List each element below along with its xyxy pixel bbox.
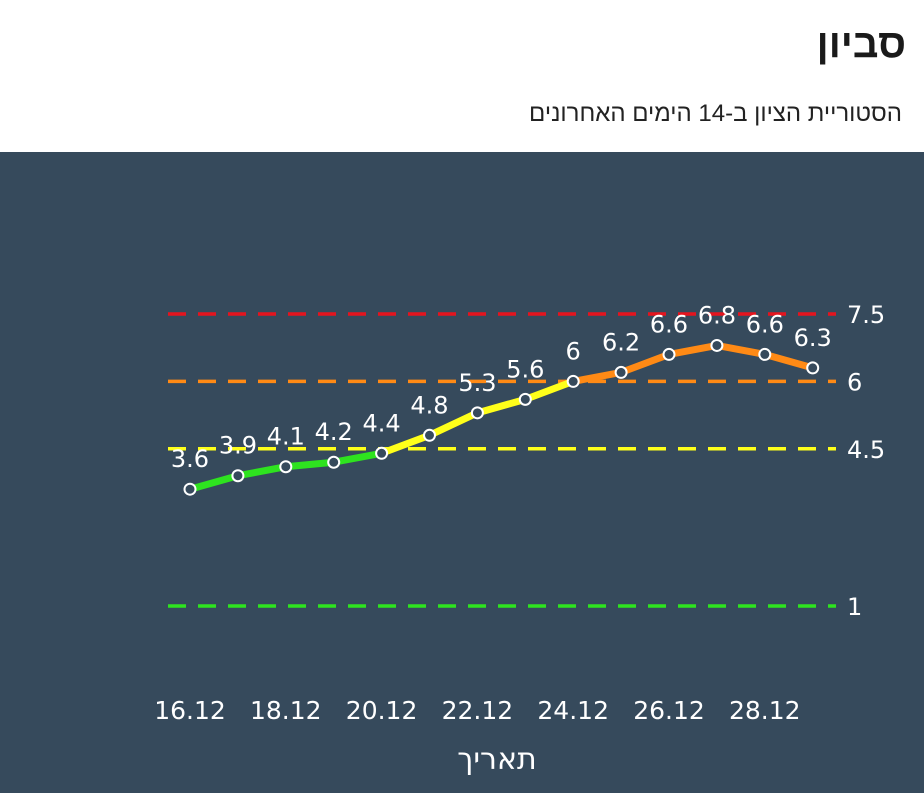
series-segment bbox=[569, 368, 625, 385]
value-label: 4.2 bbox=[315, 418, 353, 446]
chart-background bbox=[0, 152, 924, 793]
page-title: סביון bbox=[816, 22, 906, 66]
data-point bbox=[806, 361, 820, 375]
value-label: 4.8 bbox=[410, 391, 448, 419]
x-tick-label: 18.12 bbox=[250, 696, 322, 725]
series-segment bbox=[282, 458, 338, 471]
page-subtitle: הסטוריית הציון ב-14 הימים האחרונים bbox=[529, 100, 902, 127]
data-points bbox=[183, 338, 820, 496]
threshold-label: 6 bbox=[847, 368, 862, 396]
series-segment bbox=[186, 472, 242, 493]
series-segment bbox=[330, 449, 386, 466]
data-point bbox=[662, 347, 676, 361]
data-point bbox=[375, 446, 389, 460]
data-point bbox=[518, 392, 532, 406]
data-point bbox=[183, 482, 197, 496]
x-tick-labels: 16.12 18.12 20.12 22.12 24.12 26.12 28.12 bbox=[154, 696, 800, 725]
series-segment bbox=[617, 350, 673, 376]
x-tick-label: 28.12 bbox=[729, 696, 801, 725]
series-segment bbox=[378, 431, 433, 457]
x-tick-label: 26.12 bbox=[633, 696, 705, 725]
line-chart: 7.5 6 4.5 1 3.6 3.9 4.1 4.2 4.4 4.8 5.3 5.6 6 6.2 6.6… bbox=[0, 152, 924, 793]
series-segment bbox=[665, 341, 721, 358]
value-labels: 3.6 3.9 4.1 4.2 4.4 4.8 5.3 5.6 6 6.2 6.6 6.8 6.6 6.3 bbox=[171, 301, 832, 473]
series-segment bbox=[521, 377, 577, 403]
value-label: 6.6 bbox=[650, 310, 688, 338]
value-label: 3.6 bbox=[171, 445, 209, 473]
x-tick-label: 16.12 bbox=[154, 696, 226, 725]
threshold-label: 1 bbox=[847, 593, 862, 621]
value-label: 3.9 bbox=[219, 432, 257, 460]
header: סביון הסטוריית הציון ב-14 הימים האחרונים bbox=[0, 0, 924, 152]
series-segment bbox=[234, 463, 290, 480]
x-tick-label: 24.12 bbox=[537, 696, 609, 725]
threshold-label: 7.5 bbox=[847, 301, 885, 329]
value-label: 6.3 bbox=[794, 324, 832, 352]
series-segment bbox=[713, 341, 769, 358]
data-point bbox=[423, 428, 436, 442]
series-line bbox=[186, 341, 817, 493]
data-point bbox=[710, 338, 724, 352]
series-segment bbox=[761, 350, 817, 372]
threshold-lines: 7.5 6 4.5 1 bbox=[168, 301, 885, 621]
value-label: 6.6 bbox=[746, 310, 784, 338]
data-point bbox=[566, 374, 580, 388]
data-point bbox=[231, 469, 245, 483]
x-tick-label: 22.12 bbox=[442, 696, 514, 725]
chart-panel: 7.5 6 4.5 1 3.6 3.9 4.1 4.2 4.4 4.8 5.3 5.6 6 6.2 6.6… bbox=[0, 152, 924, 793]
series-segment bbox=[426, 409, 481, 439]
data-point bbox=[758, 347, 772, 361]
x-tick-label: 20.12 bbox=[346, 696, 418, 725]
threshold-label: 4.5 bbox=[847, 436, 885, 464]
value-label: 6.8 bbox=[698, 301, 736, 329]
data-point bbox=[470, 406, 484, 420]
value-label: 5.6 bbox=[506, 355, 544, 383]
value-label: 5.3 bbox=[458, 369, 496, 397]
data-point bbox=[614, 365, 628, 379]
series-segment bbox=[473, 395, 529, 417]
value-label: 6 bbox=[566, 337, 581, 365]
data-point bbox=[279, 460, 293, 474]
data-point bbox=[327, 455, 341, 469]
value-label: 6.2 bbox=[602, 328, 640, 356]
x-axis-label: תאריך bbox=[457, 742, 537, 777]
value-label: 4.4 bbox=[363, 409, 401, 437]
value-label: 4.1 bbox=[267, 423, 305, 451]
